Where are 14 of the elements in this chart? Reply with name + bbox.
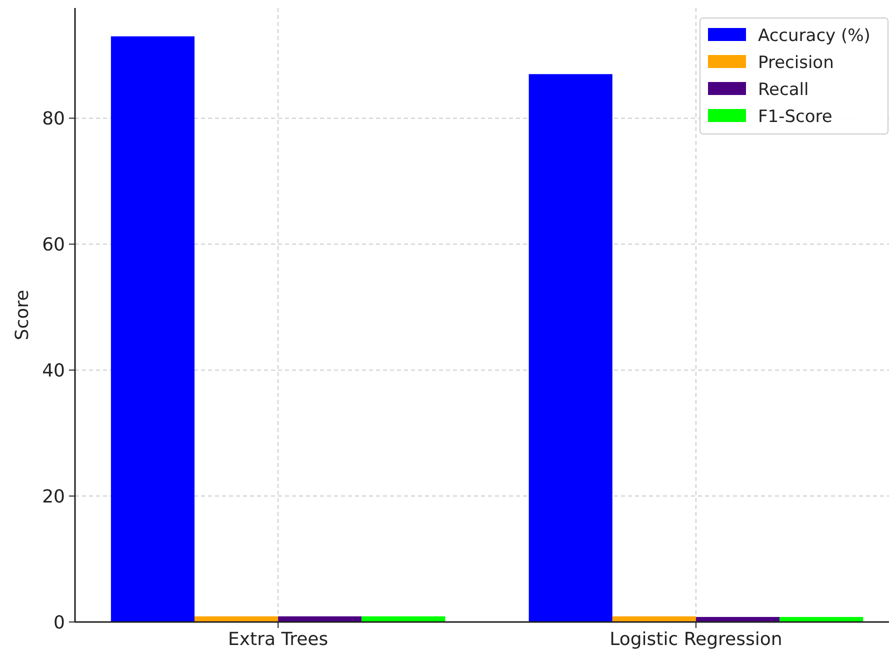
y-tick-label: 0 [54, 612, 65, 634]
x-tick-label: Extra Trees [228, 629, 328, 650]
x-tick-label: Logistic Regression [610, 629, 782, 650]
legend-label: Accuracy (%) [758, 26, 870, 46]
y-tick-label: 40 [42, 360, 65, 382]
bar [528, 74, 612, 622]
y-tick-label: 60 [42, 234, 65, 256]
y-axis-title: Score [12, 290, 33, 340]
legend-label: Recall [758, 80, 809, 100]
legend-label: F1-Score [758, 106, 832, 127]
bar [110, 36, 195, 622]
y-tick-label: 80 [42, 108, 65, 130]
legend-label: Precision [758, 52, 834, 73]
y-tick-label: 20 [42, 486, 65, 508]
